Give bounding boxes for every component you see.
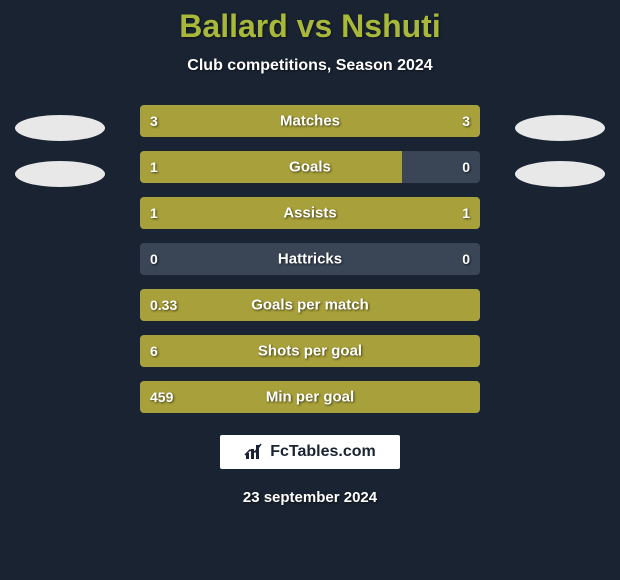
comparison-infographic: Ballard vs Nshuti Club competitions, Sea… bbox=[0, 0, 620, 580]
stat-bars: Matches33Goals10Assists11Hattricks00Goal… bbox=[140, 105, 480, 413]
stat-label: Goals per match bbox=[251, 297, 369, 314]
page-title: Ballard vs Nshuti bbox=[179, 8, 440, 45]
stat-bar: Shots per goal 6 bbox=[140, 335, 480, 367]
stat-label: Goals bbox=[289, 159, 331, 176]
stat-value-right: 0 bbox=[462, 159, 470, 175]
stat-value-left: 3 bbox=[150, 113, 158, 129]
brand-badge: FcTables.com bbox=[220, 435, 400, 469]
stat-label: Matches bbox=[280, 113, 340, 130]
stat-bar: Hattricks 0 0 bbox=[140, 243, 480, 275]
stat-bar: Assists 1 1 bbox=[140, 197, 480, 229]
stat-value-right: 0 bbox=[462, 251, 470, 267]
stat-label: Shots per goal bbox=[258, 343, 362, 360]
stat-label: Min per goal bbox=[266, 389, 354, 406]
stat-value-left: 6 bbox=[150, 343, 158, 359]
stat-value-right: 1 bbox=[462, 205, 470, 221]
stat-bar: Goals 1 0 bbox=[140, 151, 480, 183]
chart-icon bbox=[244, 443, 264, 461]
stat-value-left: 459 bbox=[150, 389, 173, 405]
stat-bar: Min per goal 459 bbox=[140, 381, 480, 413]
stat-label: Hattricks bbox=[278, 251, 342, 268]
player-badge-left-1 bbox=[15, 115, 105, 141]
brand-text: FcTables.com bbox=[270, 443, 376, 461]
stats-area: Matches33Goals10Assists11Hattricks00Goal… bbox=[0, 105, 620, 413]
stat-value-left: 1 bbox=[150, 159, 158, 175]
stat-bar: Goals per match 0.33 bbox=[140, 289, 480, 321]
player-badge-left-2 bbox=[15, 161, 105, 187]
stat-value-left: 0 bbox=[150, 251, 158, 267]
stat-value-left: 1 bbox=[150, 205, 158, 221]
stat-value-left: 0.33 bbox=[150, 297, 177, 313]
player-badge-right-1 bbox=[515, 115, 605, 141]
stat-label: Assists bbox=[283, 205, 336, 222]
page-subtitle: Club competitions, Season 2024 bbox=[187, 57, 432, 75]
stat-bar: Matches 3 3 bbox=[140, 105, 480, 137]
footer-date: 23 september 2024 bbox=[243, 489, 377, 506]
stat-value-right: 3 bbox=[462, 113, 470, 129]
player-badge-right-2 bbox=[515, 161, 605, 187]
